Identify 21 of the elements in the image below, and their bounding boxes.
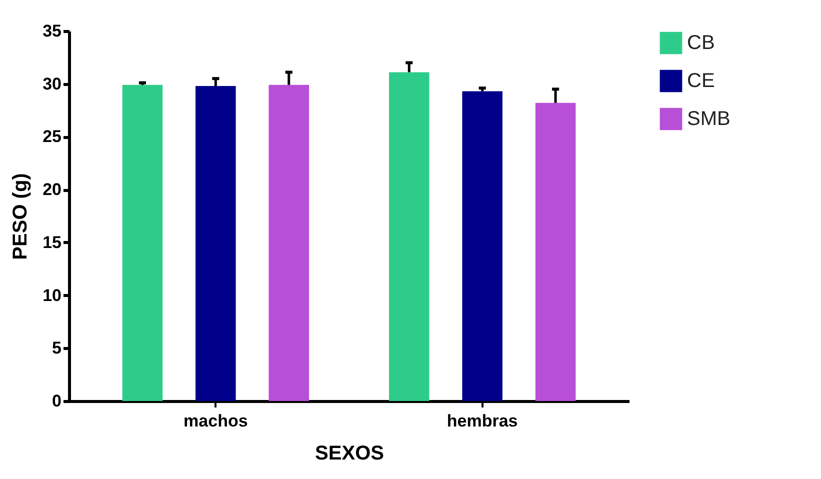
y-tick-label: 30 — [42, 74, 62, 94]
y-tick-label: 20 — [42, 180, 62, 200]
legend-label: CB — [687, 32, 715, 54]
y-tick-label: 0 — [52, 392, 62, 410]
legend-label: SMB — [687, 108, 730, 130]
bar — [462, 91, 502, 401]
x-tick-label: machos — [184, 412, 248, 430]
bar — [535, 102, 576, 401]
y-axis-title: PESO (g) — [10, 173, 32, 260]
bar — [268, 84, 309, 401]
y-tick-label: 25 — [42, 127, 62, 146]
bar — [122, 84, 163, 401]
legend-label: CE — [687, 70, 715, 92]
y-tick-label: 5 — [52, 338, 62, 358]
y-tick-label: 35 — [42, 22, 62, 40]
y-tick-label: 15 — [42, 232, 62, 252]
bar — [196, 86, 236, 401]
x-tick-label: hembras — [446, 412, 518, 430]
x-axis-title: SEXOS — [315, 442, 384, 464]
y-tick-label: 10 — [42, 286, 62, 305]
bar — [389, 72, 430, 401]
